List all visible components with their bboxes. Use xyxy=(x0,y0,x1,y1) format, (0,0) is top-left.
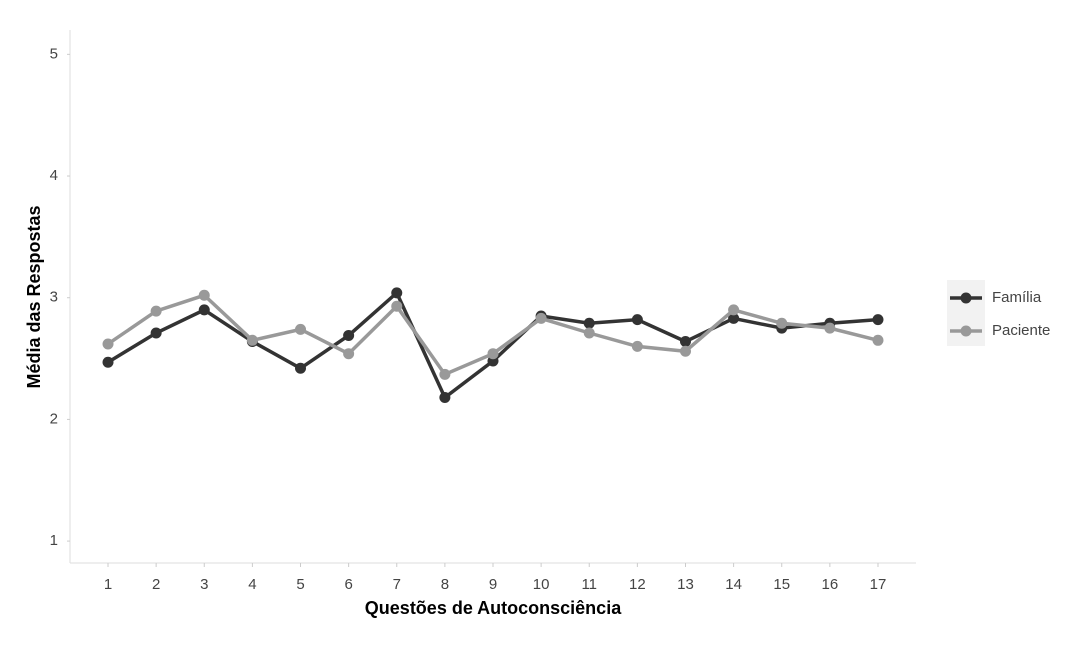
x-tick-label: 6 xyxy=(344,576,352,593)
point xyxy=(583,317,595,329)
point xyxy=(872,314,884,326)
point xyxy=(487,348,499,360)
point xyxy=(631,314,643,326)
x-tick-label: 12 xyxy=(629,576,646,593)
point xyxy=(343,348,355,360)
point xyxy=(679,336,691,348)
series-line xyxy=(107,289,879,401)
x-tick-label: 4 xyxy=(248,576,256,593)
point xyxy=(391,300,403,312)
point xyxy=(102,356,114,368)
y-tick-label: 2 xyxy=(50,410,58,427)
x-tick-label: 13 xyxy=(677,576,694,593)
point xyxy=(150,327,162,339)
legend-key-point xyxy=(960,325,972,337)
point xyxy=(295,323,307,335)
point xyxy=(583,327,595,339)
point xyxy=(535,312,547,324)
point xyxy=(246,334,258,346)
x-tick-label: 1 xyxy=(104,576,112,593)
point xyxy=(728,312,740,324)
x-tick-label: 15 xyxy=(773,576,790,593)
x-tick-label: 8 xyxy=(441,576,449,593)
legend-key-point xyxy=(960,292,972,304)
point xyxy=(679,345,691,357)
point xyxy=(728,304,740,316)
x-tick-label: 10 xyxy=(533,576,550,593)
legend-label: Família xyxy=(992,289,1042,306)
x-tick-label: 11 xyxy=(581,576,597,593)
point xyxy=(631,340,643,352)
y-tick-label: 3 xyxy=(50,289,58,306)
x-tick-label: 5 xyxy=(296,576,304,593)
y-tick-label: 5 xyxy=(50,45,58,62)
point xyxy=(776,317,788,329)
x-tick-label: 16 xyxy=(822,576,839,593)
point xyxy=(198,304,210,316)
x-axis-label: Questões de Autoconsciência xyxy=(365,598,622,618)
point xyxy=(198,289,210,301)
point xyxy=(102,338,114,350)
point xyxy=(872,334,884,346)
y-tick-label: 1 xyxy=(50,532,58,549)
x-tick-label: 9 xyxy=(489,576,497,593)
point xyxy=(824,322,836,334)
point xyxy=(295,362,307,374)
x-tick-label: 2 xyxy=(152,576,160,593)
point xyxy=(391,287,403,299)
legend-label: Paciente xyxy=(992,322,1050,339)
point xyxy=(150,305,162,317)
point xyxy=(439,392,451,404)
point xyxy=(439,368,451,380)
y-axis-label: Média das Respostas xyxy=(24,205,44,388)
point xyxy=(343,329,355,341)
x-tick-label: 7 xyxy=(393,576,401,593)
x-tick-label: 17 xyxy=(870,576,887,593)
x-tick-label: 14 xyxy=(725,576,742,593)
x-tick-label: 3 xyxy=(200,576,208,593)
y-tick-label: 4 xyxy=(50,167,58,184)
